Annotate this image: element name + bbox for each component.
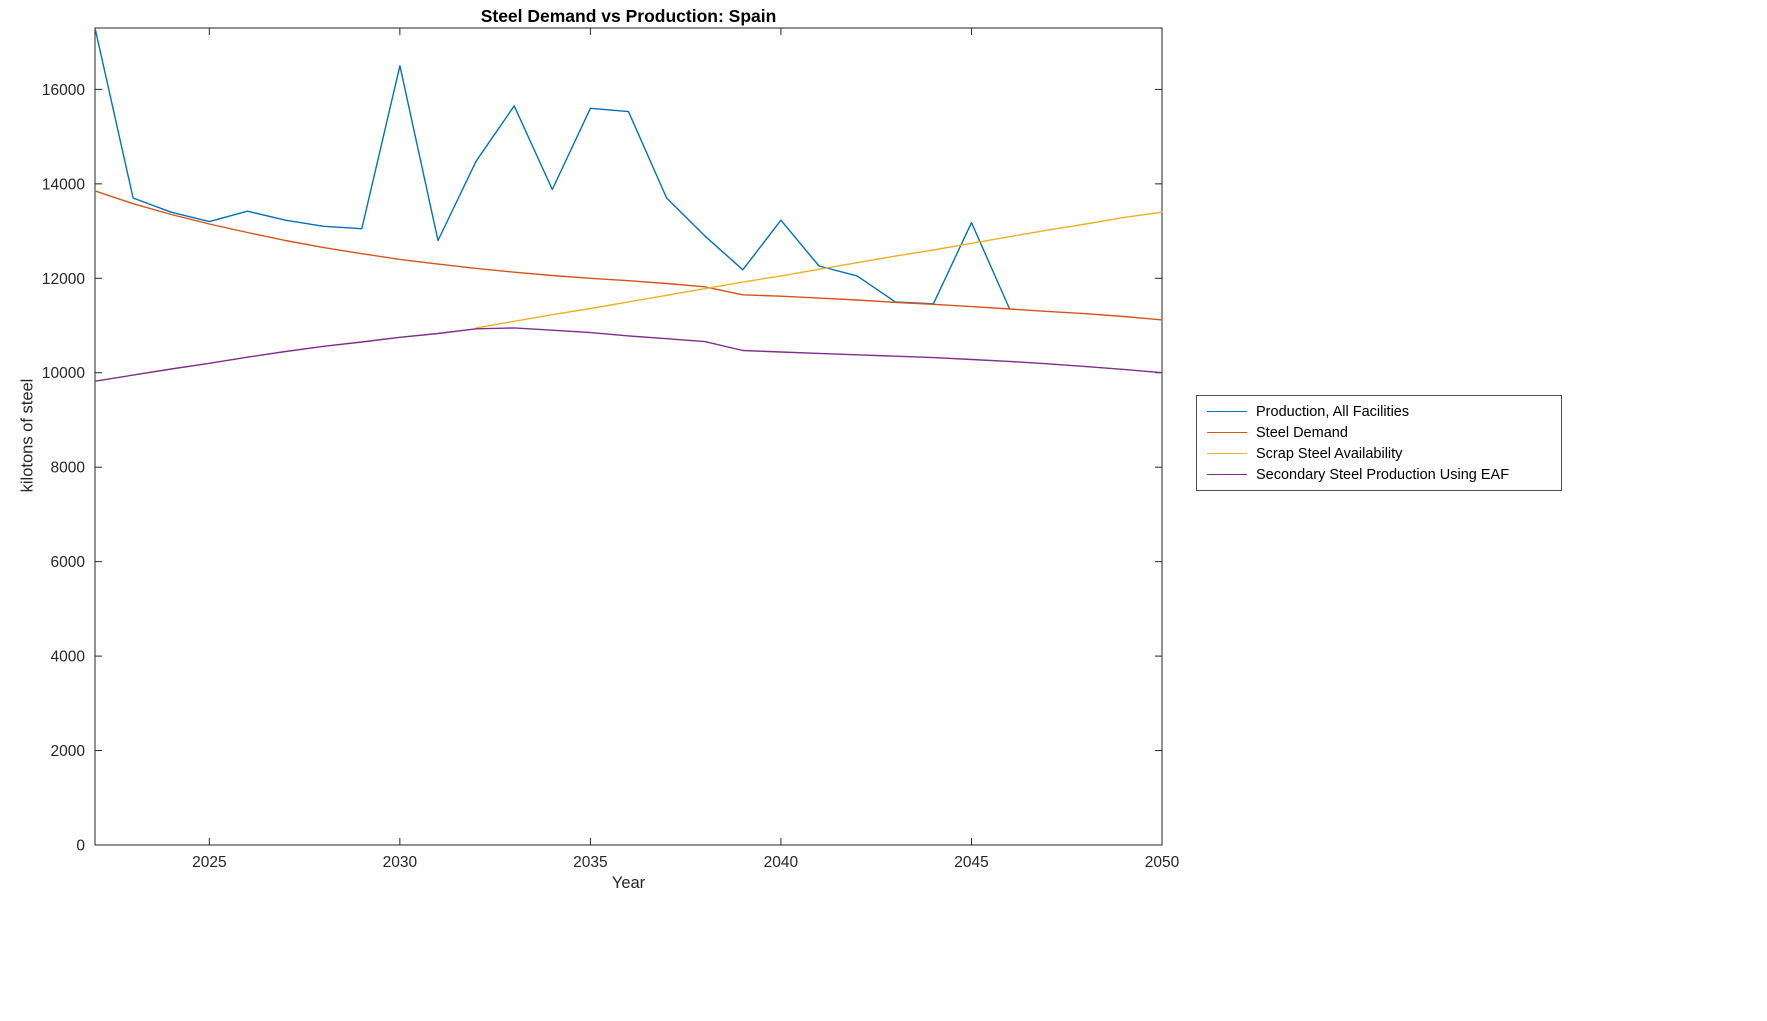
x-tick-label: 2035 — [573, 854, 607, 871]
legend-line-swatch — [1207, 411, 1247, 412]
y-tick-label: 4000 — [51, 649, 86, 666]
legend-item-2: Scrap Steel Availability — [1197, 443, 1561, 464]
y-tick-label: 16000 — [42, 82, 85, 99]
x-tick-label: 2025 — [192, 854, 226, 871]
x-tick-label: 2045 — [954, 854, 988, 871]
series-line-3 — [94, 327, 1163, 382]
series-line-1 — [94, 190, 1163, 321]
x-tick-label: 2040 — [764, 854, 799, 871]
legend-label: Scrap Steel Availability — [1256, 445, 1403, 462]
legend-item-1: Steel Demand — [1197, 422, 1561, 443]
y-tick-label: 2000 — [51, 743, 86, 760]
legend-item-0: Production, All Facilities — [1197, 401, 1561, 422]
series-line-2 — [475, 211, 1163, 329]
legend-label: Steel Demand — [1256, 424, 1348, 441]
legend-label: Production, All Facilities — [1256, 403, 1410, 420]
y-tick-label: 8000 — [51, 460, 86, 477]
y-tick-label: 10000 — [42, 365, 85, 382]
legend-label: Secondary Steel Production Using EAF — [1256, 466, 1510, 483]
legend: Production, All Facilities Steel Demand Sc… — [1196, 395, 1562, 491]
legend-line-swatch — [1207, 474, 1247, 475]
y-axis-label: kilotons of steel — [18, 378, 37, 493]
axes-box — [94, 27, 1163, 846]
legend-line-swatch — [1207, 432, 1247, 433]
chart-title: Steel Demand vs Production: Spain — [480, 6, 777, 26]
x-axis-label: Year — [611, 874, 646, 892]
y-tick-label: 14000 — [42, 176, 85, 193]
legend-item-3: Secondary Steel Production Using EAF — [1197, 464, 1561, 485]
y-tick-label: 0 — [76, 838, 85, 855]
legend-line-swatch — [1207, 453, 1247, 454]
y-tick-label: 6000 — [51, 554, 86, 571]
series-line-0 — [94, 27, 1011, 310]
x-tick-label: 2030 — [383, 854, 418, 871]
x-tick-label: 2050 — [1145, 854, 1180, 871]
y-tick-label: 12000 — [42, 271, 85, 288]
